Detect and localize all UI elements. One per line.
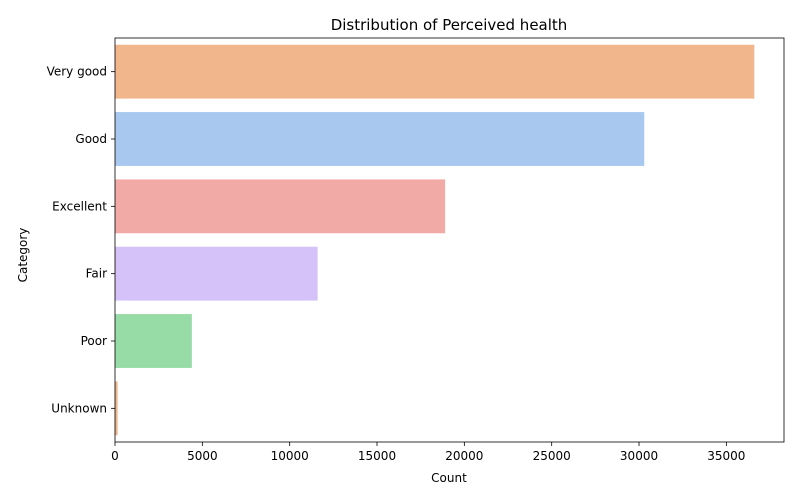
y-tick-label: Poor <box>81 334 107 348</box>
x-tick-label: 20000 <box>445 449 483 463</box>
x-axis-label: Count <box>431 471 467 485</box>
bar <box>115 44 755 99</box>
y-tick-label: Fair <box>86 267 107 281</box>
x-tick-label: 25000 <box>533 449 571 463</box>
bar <box>115 246 318 301</box>
y-tick-label: Unknown <box>51 401 107 415</box>
y-tick-label: Good <box>75 132 107 146</box>
y-axis-label: Category <box>16 228 30 283</box>
bar <box>115 112 645 166</box>
x-tick-label: 5000 <box>187 449 218 463</box>
x-tick-label: 15000 <box>358 449 396 463</box>
x-ticks-group: 0 5000 10000 15000 20000 25000 30000 35000 <box>111 442 745 463</box>
chart-title: Distribution of Perceived health <box>331 16 568 34</box>
x-tick-label: 0 <box>111 449 119 463</box>
plot-frame <box>114 37 785 443</box>
x-tick-label: 10000 <box>271 449 309 463</box>
bar <box>115 179 446 234</box>
y-tick-label: Very good <box>47 65 107 79</box>
bar <box>115 314 192 368</box>
y-ticks-group: Very good Good Excellent Fair Poor Unknown <box>47 65 115 415</box>
bars-group <box>115 44 755 436</box>
bar <box>115 381 118 436</box>
x-tick-label: 35000 <box>707 449 745 463</box>
x-tick-label: 30000 <box>620 449 658 463</box>
y-tick-label: Excellent <box>52 199 107 213</box>
